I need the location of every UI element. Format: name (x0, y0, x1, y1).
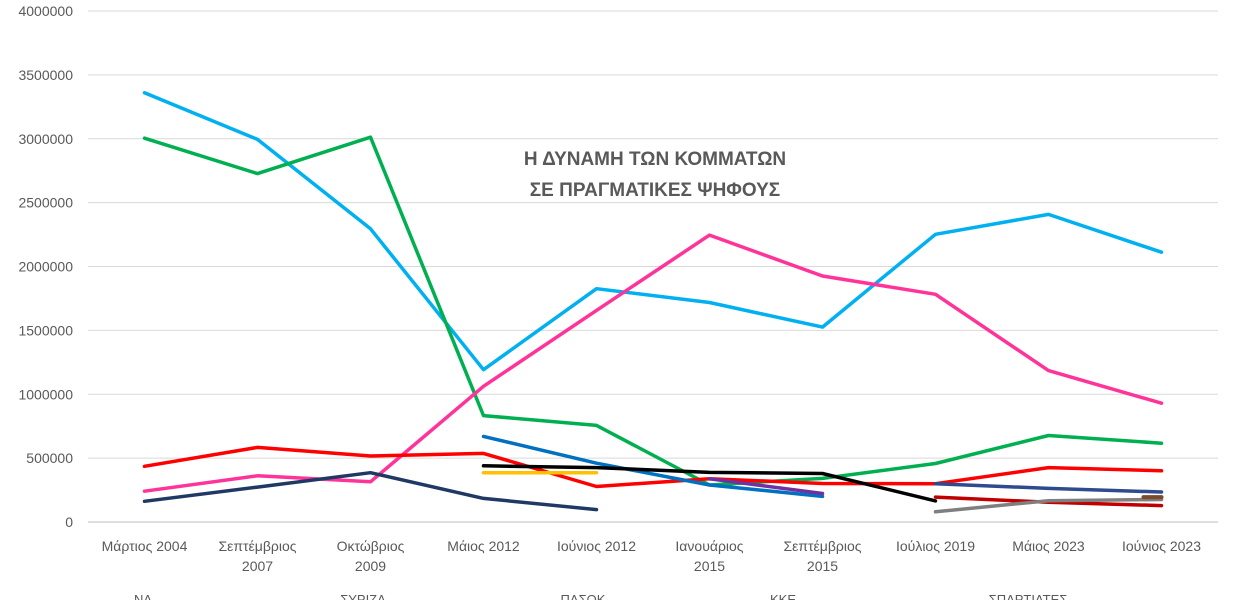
x-tick-label: Μάρτιος 2004 (102, 538, 188, 554)
y-tick-label: 4000000 (18, 3, 73, 19)
legend-label: ΚΚΕ (770, 592, 796, 600)
series-line (142, 91, 1164, 372)
legend-label: ΠΑΣΟΚ (561, 592, 606, 600)
y-tick-label: 1000000 (18, 386, 73, 402)
x-tick-label: Μάιος 2012 (447, 538, 520, 554)
y-axis-ticks: 0 500000 1000000 1500000 2000000 2500000 30000… (18, 3, 73, 530)
series-line (142, 135, 1164, 487)
series-line (142, 233, 1164, 493)
legend: ΝΔ ΣΥΡΙΖΑ ΠΑΣΟΚ ΚΚΕ ΣΠΑΡΤΙΑΤΕΣ (134, 592, 1067, 600)
y-tick-label: 2500000 (18, 195, 73, 211)
y-tick-label: 2000000 (18, 259, 73, 275)
series-line (933, 497, 1164, 514)
series-line (481, 434, 825, 499)
legend-label: ΝΔ (134, 592, 152, 600)
series-line (933, 481, 1164, 494)
chart-title-line-2: ΣΕ ΠΡΑΓΜΑΤΙΚΕΣ ΨΗΦΟΥΣ (530, 180, 780, 201)
y-tick-label: 500000 (26, 450, 73, 466)
x-axis-ticks: Μάρτιος 2004 Σεπτέμβριος 2007 Οκτώβριος 2009… (102, 538, 1202, 574)
legend-label: ΣΠΑΡΤΙΑΤΕΣ (989, 592, 1068, 600)
x-tick-label: Ιούνιος 2012 (557, 538, 636, 554)
series-line (142, 445, 1164, 489)
series-line (142, 470, 599, 512)
y-tick-label: 0 (65, 514, 73, 530)
x-tick-label: Ιούλιος 2019 (896, 538, 975, 554)
series-line (707, 477, 825, 496)
x-tick-label: Ιανουάριος 2015 (675, 538, 743, 574)
x-tick-label: Σεπτέμβριος 2015 (783, 538, 861, 574)
legend-label: ΣΥΡΙΖΑ (340, 592, 386, 600)
y-tick-label: 3000000 (18, 131, 73, 147)
gridlines (88, 10, 1218, 523)
chart-title-line-1: Η ΔΥΝΑΜΗ ΤΩΝ ΚΟΜΜΑΤΩΝ (524, 149, 786, 170)
y-tick-label: 3500000 (18, 67, 73, 83)
series-line (481, 464, 938, 503)
x-tick-label: Μάιος 2023 (1012, 538, 1085, 554)
x-tick-label: Σεπτέμβριος 2007 (218, 538, 296, 574)
y-tick-label: 1500000 (18, 322, 73, 338)
x-tick-label: Ιούνιος 2023 (1122, 538, 1201, 554)
x-tick-label: Οκτώβριος 2009 (337, 538, 405, 574)
series-lines (142, 91, 1164, 514)
